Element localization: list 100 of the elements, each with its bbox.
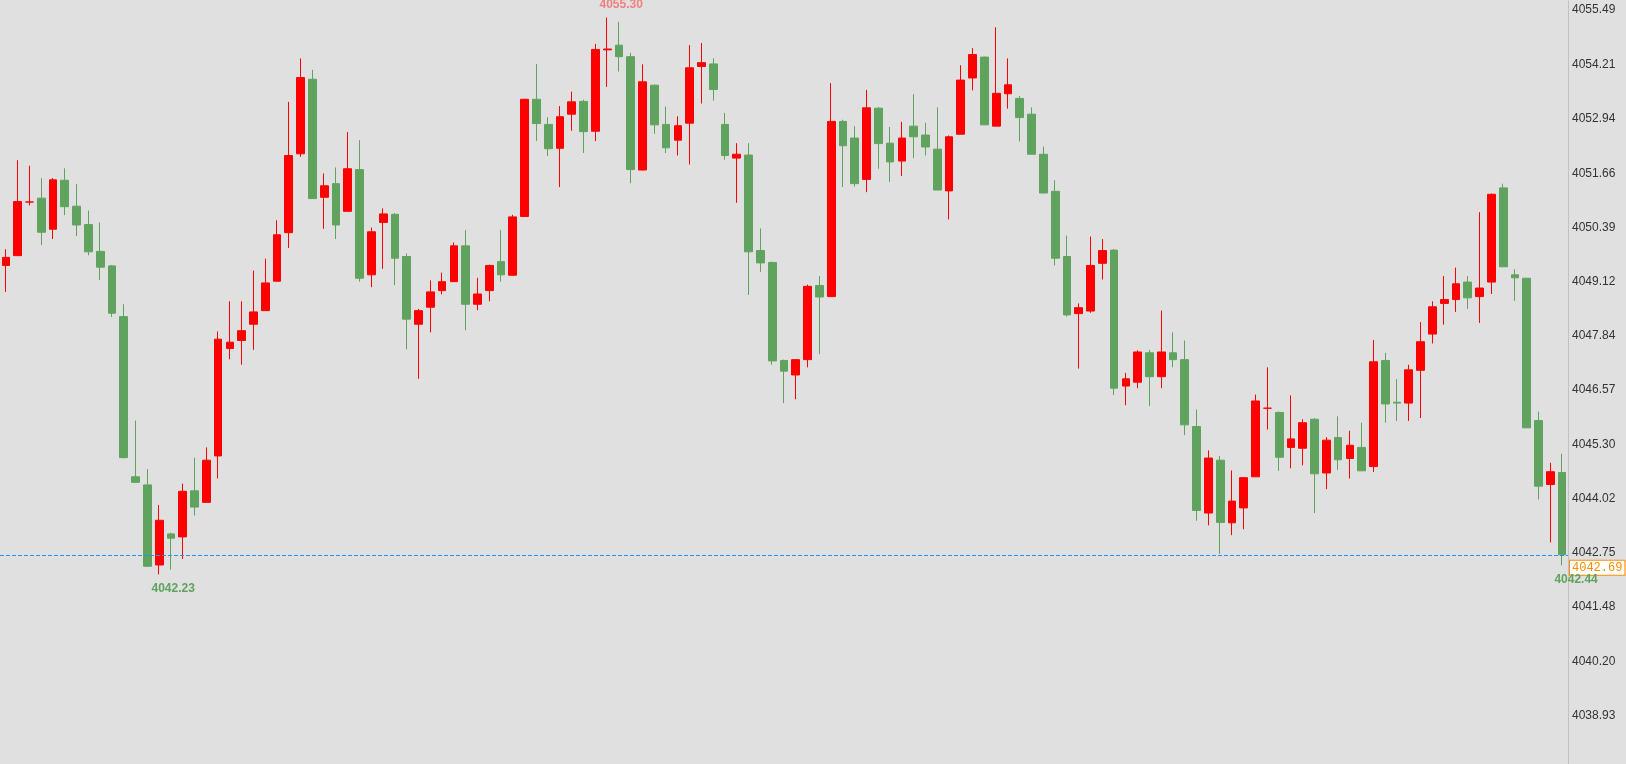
candlestick	[921, 122, 930, 157]
candlestick	[320, 172, 329, 230]
candlestick	[1133, 349, 1142, 389]
candlestick	[603, 16, 612, 88]
candlestick	[721, 112, 729, 161]
candlestick	[155, 504, 164, 575]
candlestick	[1228, 469, 1236, 536]
candlestick	[1357, 422, 1366, 472]
candlestick	[1522, 277, 1531, 429]
candlestick	[1216, 455, 1225, 555]
y-tick-label: 4051.66	[1572, 165, 1616, 180]
candlestick	[1546, 462, 1555, 543]
candlestick	[1204, 449, 1213, 526]
candlestick	[1074, 302, 1083, 370]
candlestick	[49, 177, 57, 240]
candlestick	[827, 82, 836, 298]
candlestick	[1487, 192, 1496, 295]
candlestick	[461, 229, 470, 331]
candlestick	[1192, 408, 1201, 522]
y-tick-label: 4054.21	[1572, 56, 1616, 71]
candlestick	[1051, 179, 1060, 266]
candlestick	[1322, 436, 1331, 490]
candlestick	[732, 142, 741, 204]
candlestick	[391, 212, 399, 286]
candlestick	[791, 358, 800, 400]
candlestick	[450, 241, 458, 283]
candlestick	[1381, 352, 1390, 424]
candlestick	[956, 64, 965, 135]
candlestick	[1346, 430, 1354, 480]
candlestick	[744, 142, 753, 296]
candlestick	[674, 115, 682, 157]
candlestick	[426, 279, 435, 333]
candlestick	[1393, 378, 1401, 422]
candlestick	[980, 56, 989, 126]
candlestick	[143, 468, 152, 567]
candlestick	[379, 207, 388, 270]
candlestick	[308, 69, 317, 200]
candlestick	[190, 457, 199, 517]
candlestick	[296, 57, 305, 158]
candlestick	[1275, 411, 1284, 472]
candlestick	[96, 221, 105, 281]
candlestick	[131, 420, 140, 483]
candlestick	[650, 83, 659, 135]
candlestick	[367, 227, 376, 288]
candlestick	[815, 275, 824, 355]
candlestick	[556, 105, 564, 188]
candlestick	[567, 91, 576, 132]
candlestick	[60, 167, 69, 216]
candlestick	[178, 483, 187, 560]
candlestick	[1239, 477, 1248, 530]
candlestick	[13, 159, 22, 257]
candlestick	[1110, 248, 1118, 396]
candlestick	[167, 532, 175, 571]
candlestick	[1180, 339, 1189, 436]
candlestick	[1251, 394, 1260, 478]
candlestick	[508, 214, 517, 276]
y-tick-label: 4041.48	[1572, 599, 1616, 614]
candlestick	[992, 26, 1001, 127]
candlestick	[945, 135, 953, 220]
candlestick	[709, 57, 718, 102]
ref-line-label: 4042.69	[1572, 560, 1623, 575]
candlestick	[1310, 417, 1319, 514]
candlestick	[438, 272, 446, 295]
candlestick	[414, 308, 423, 380]
candlestick	[862, 89, 871, 193]
candlestick	[497, 229, 505, 283]
candlestick	[1298, 418, 1307, 466]
candlestick	[284, 101, 293, 249]
y-tick-label: 4052.94	[1572, 111, 1616, 126]
candlestick	[1369, 339, 1378, 473]
candlestick	[968, 47, 977, 91]
candlestick	[72, 183, 81, 237]
candlestick	[1499, 183, 1508, 268]
candlestick	[84, 209, 93, 256]
candlestick	[1534, 411, 1543, 500]
candlestick	[1063, 235, 1071, 318]
candlestick	[532, 63, 541, 142]
candlestick	[544, 116, 553, 157]
candlestick	[485, 264, 494, 302]
y-tick-label: 4042.75	[1572, 545, 1616, 560]
candlestick	[214, 331, 222, 480]
candlestick	[473, 277, 482, 311]
candlestick	[1004, 57, 1012, 110]
candlestick	[579, 99, 588, 154]
candlestick	[1463, 275, 1472, 310]
candlestick	[202, 446, 211, 503]
candlestick	[898, 121, 906, 177]
candlestick	[1475, 211, 1484, 324]
annotation: 4042.23	[151, 580, 196, 595]
candlestick	[626, 52, 635, 184]
y-tick-label: 4047.84	[1572, 328, 1616, 343]
candlestick	[1027, 106, 1036, 155]
y-tick-label: 4045.30	[1572, 436, 1616, 451]
candlestick	[756, 227, 765, 273]
candlestick	[1098, 238, 1107, 281]
candlestick	[273, 219, 281, 282]
candlestick	[261, 258, 270, 312]
candlestick	[638, 63, 647, 171]
candlestick	[1015, 95, 1024, 142]
candlestick	[1404, 364, 1413, 422]
